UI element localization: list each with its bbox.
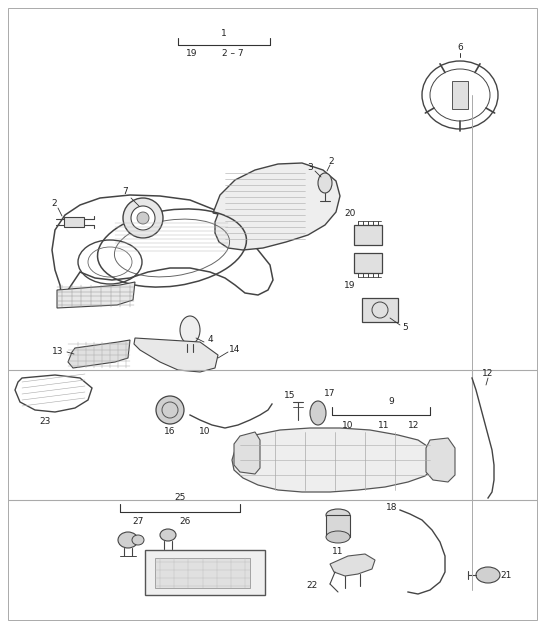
Polygon shape xyxy=(426,438,455,482)
Text: 2: 2 xyxy=(328,156,334,166)
Text: 22: 22 xyxy=(306,582,318,590)
Bar xyxy=(354,253,382,273)
Bar xyxy=(155,558,250,588)
Text: 12: 12 xyxy=(408,421,420,430)
Text: 20: 20 xyxy=(344,208,356,217)
Polygon shape xyxy=(134,338,218,372)
Text: 15: 15 xyxy=(284,391,296,399)
Text: 16: 16 xyxy=(164,428,175,436)
Text: 4: 4 xyxy=(207,335,213,345)
Text: 14: 14 xyxy=(229,345,241,354)
Text: 5: 5 xyxy=(402,323,408,332)
Ellipse shape xyxy=(118,532,138,548)
Text: 2 – 7: 2 – 7 xyxy=(222,48,244,58)
Bar xyxy=(354,225,382,245)
Polygon shape xyxy=(213,163,340,250)
Ellipse shape xyxy=(156,396,184,424)
Text: 12: 12 xyxy=(482,369,494,379)
Text: 11: 11 xyxy=(332,546,344,556)
Ellipse shape xyxy=(310,401,326,425)
Ellipse shape xyxy=(137,212,149,224)
Text: 13: 13 xyxy=(52,347,64,357)
Bar xyxy=(452,81,468,109)
Ellipse shape xyxy=(132,535,144,545)
Bar xyxy=(145,550,265,595)
Text: 17: 17 xyxy=(324,389,336,398)
Text: 2: 2 xyxy=(51,200,57,208)
Ellipse shape xyxy=(326,509,350,521)
Text: 11: 11 xyxy=(378,421,390,430)
Polygon shape xyxy=(234,432,260,474)
Text: 9: 9 xyxy=(388,396,394,406)
Ellipse shape xyxy=(326,531,350,543)
Text: 19: 19 xyxy=(344,281,356,290)
Text: 10: 10 xyxy=(199,428,211,436)
Ellipse shape xyxy=(318,173,332,193)
Bar xyxy=(326,515,350,537)
Ellipse shape xyxy=(123,198,163,238)
Text: 18: 18 xyxy=(386,504,398,512)
Polygon shape xyxy=(68,340,130,368)
Text: 3: 3 xyxy=(307,163,313,171)
Text: 6: 6 xyxy=(457,43,463,51)
Text: 23: 23 xyxy=(39,418,51,426)
Polygon shape xyxy=(64,217,84,227)
Text: 26: 26 xyxy=(179,517,191,526)
Text: 27: 27 xyxy=(132,517,144,526)
Text: 19: 19 xyxy=(186,48,198,58)
Ellipse shape xyxy=(476,567,500,583)
Text: 7: 7 xyxy=(122,188,128,197)
Ellipse shape xyxy=(160,529,176,541)
Polygon shape xyxy=(232,428,435,492)
Text: 10: 10 xyxy=(342,421,354,430)
Polygon shape xyxy=(57,282,135,308)
Ellipse shape xyxy=(131,206,155,230)
Text: 21: 21 xyxy=(500,570,512,580)
Text: 25: 25 xyxy=(174,494,186,502)
Text: 1: 1 xyxy=(221,30,227,38)
Polygon shape xyxy=(330,554,375,576)
Ellipse shape xyxy=(180,316,200,344)
Bar xyxy=(362,298,398,322)
